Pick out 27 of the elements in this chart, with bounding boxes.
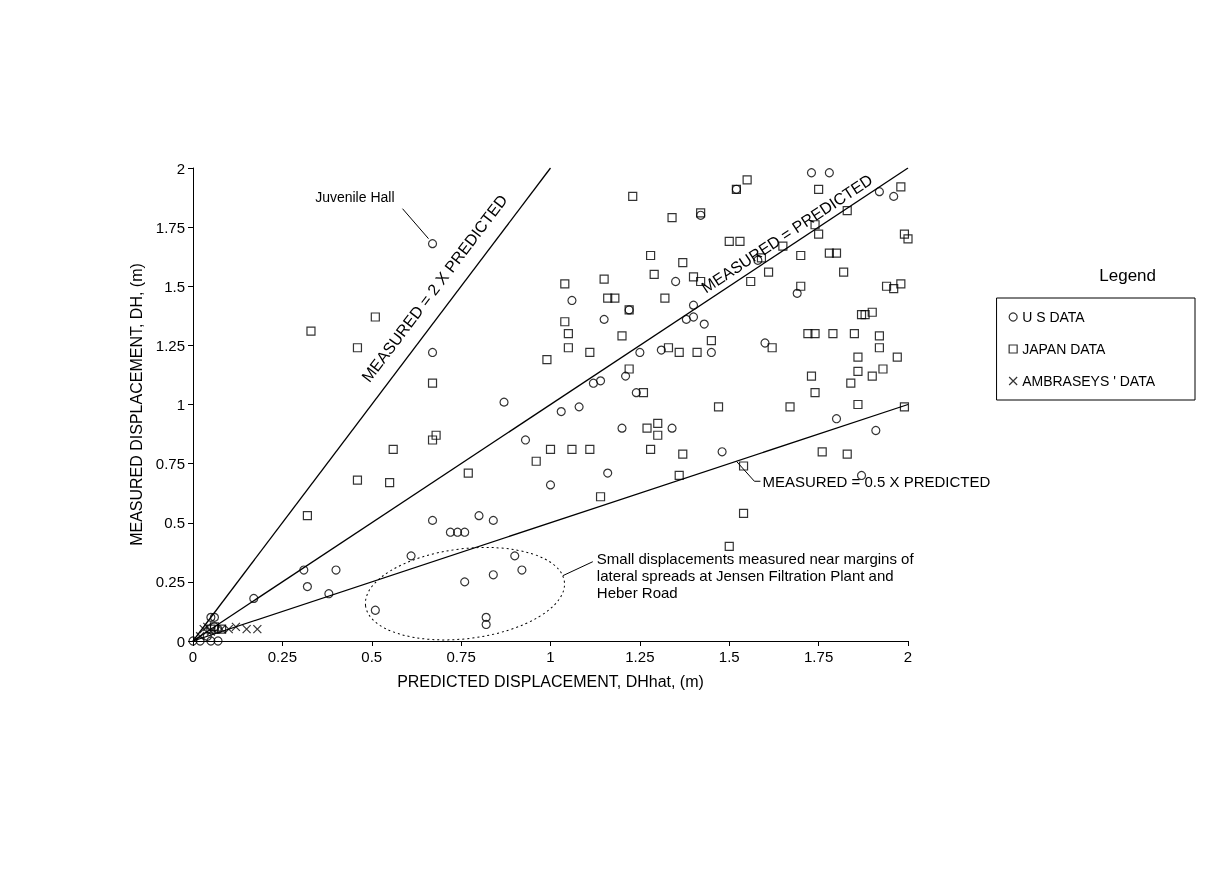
y-tick-label: 1.5 bbox=[164, 277, 185, 295]
y-tick-label: 0.5 bbox=[164, 514, 185, 532]
legend-label: JAPAN DATA bbox=[1022, 341, 1107, 357]
x-tick-label: 0.75 bbox=[446, 648, 476, 665]
annotation: Small displacements measured near margins of lateral spreads at Jensen Filtration Plant and Heber Road bbox=[596, 549, 918, 601]
x-axis-title: PREDICTED DISPLACEMENT, DHhat, (m) bbox=[397, 672, 704, 690]
x-tick-label: 1.5 bbox=[718, 648, 740, 665]
y-tick-label: 1.25 bbox=[155, 336, 185, 354]
x-tick-label: 2 bbox=[903, 648, 913, 665]
legend-label: U S DATA bbox=[1022, 309, 1086, 325]
x-tick-label: 1.25 bbox=[625, 648, 655, 665]
x-tick-label: 0.5 bbox=[361, 648, 383, 665]
y-tick-label: 1.75 bbox=[155, 218, 185, 236]
annotation: Juvenile Hall bbox=[315, 188, 395, 205]
x-tick-label: 1.75 bbox=[804, 648, 834, 665]
y-tick-label: 0.75 bbox=[155, 455, 185, 473]
x-tick-label: 0.25 bbox=[267, 648, 297, 665]
y-tick-label: 1 bbox=[176, 396, 185, 413]
y-tick-label: 0.25 bbox=[155, 573, 185, 591]
y-tick-label: 0 bbox=[176, 632, 185, 650]
y-axis-title: MEASURED DISPLACEMENT, DH, (m) bbox=[128, 263, 146, 546]
legend-title: Legend bbox=[1099, 266, 1157, 285]
x-tick-label: 0 bbox=[188, 648, 198, 665]
x-tick-label: 1 bbox=[546, 648, 555, 665]
legend-label: MEASURED = 0.5 X PREDICTED bbox=[762, 472, 991, 490]
y-tick-label: 2 bbox=[176, 159, 185, 177]
legend-label: AMBRASEYS ' DATA bbox=[1022, 373, 1156, 389]
